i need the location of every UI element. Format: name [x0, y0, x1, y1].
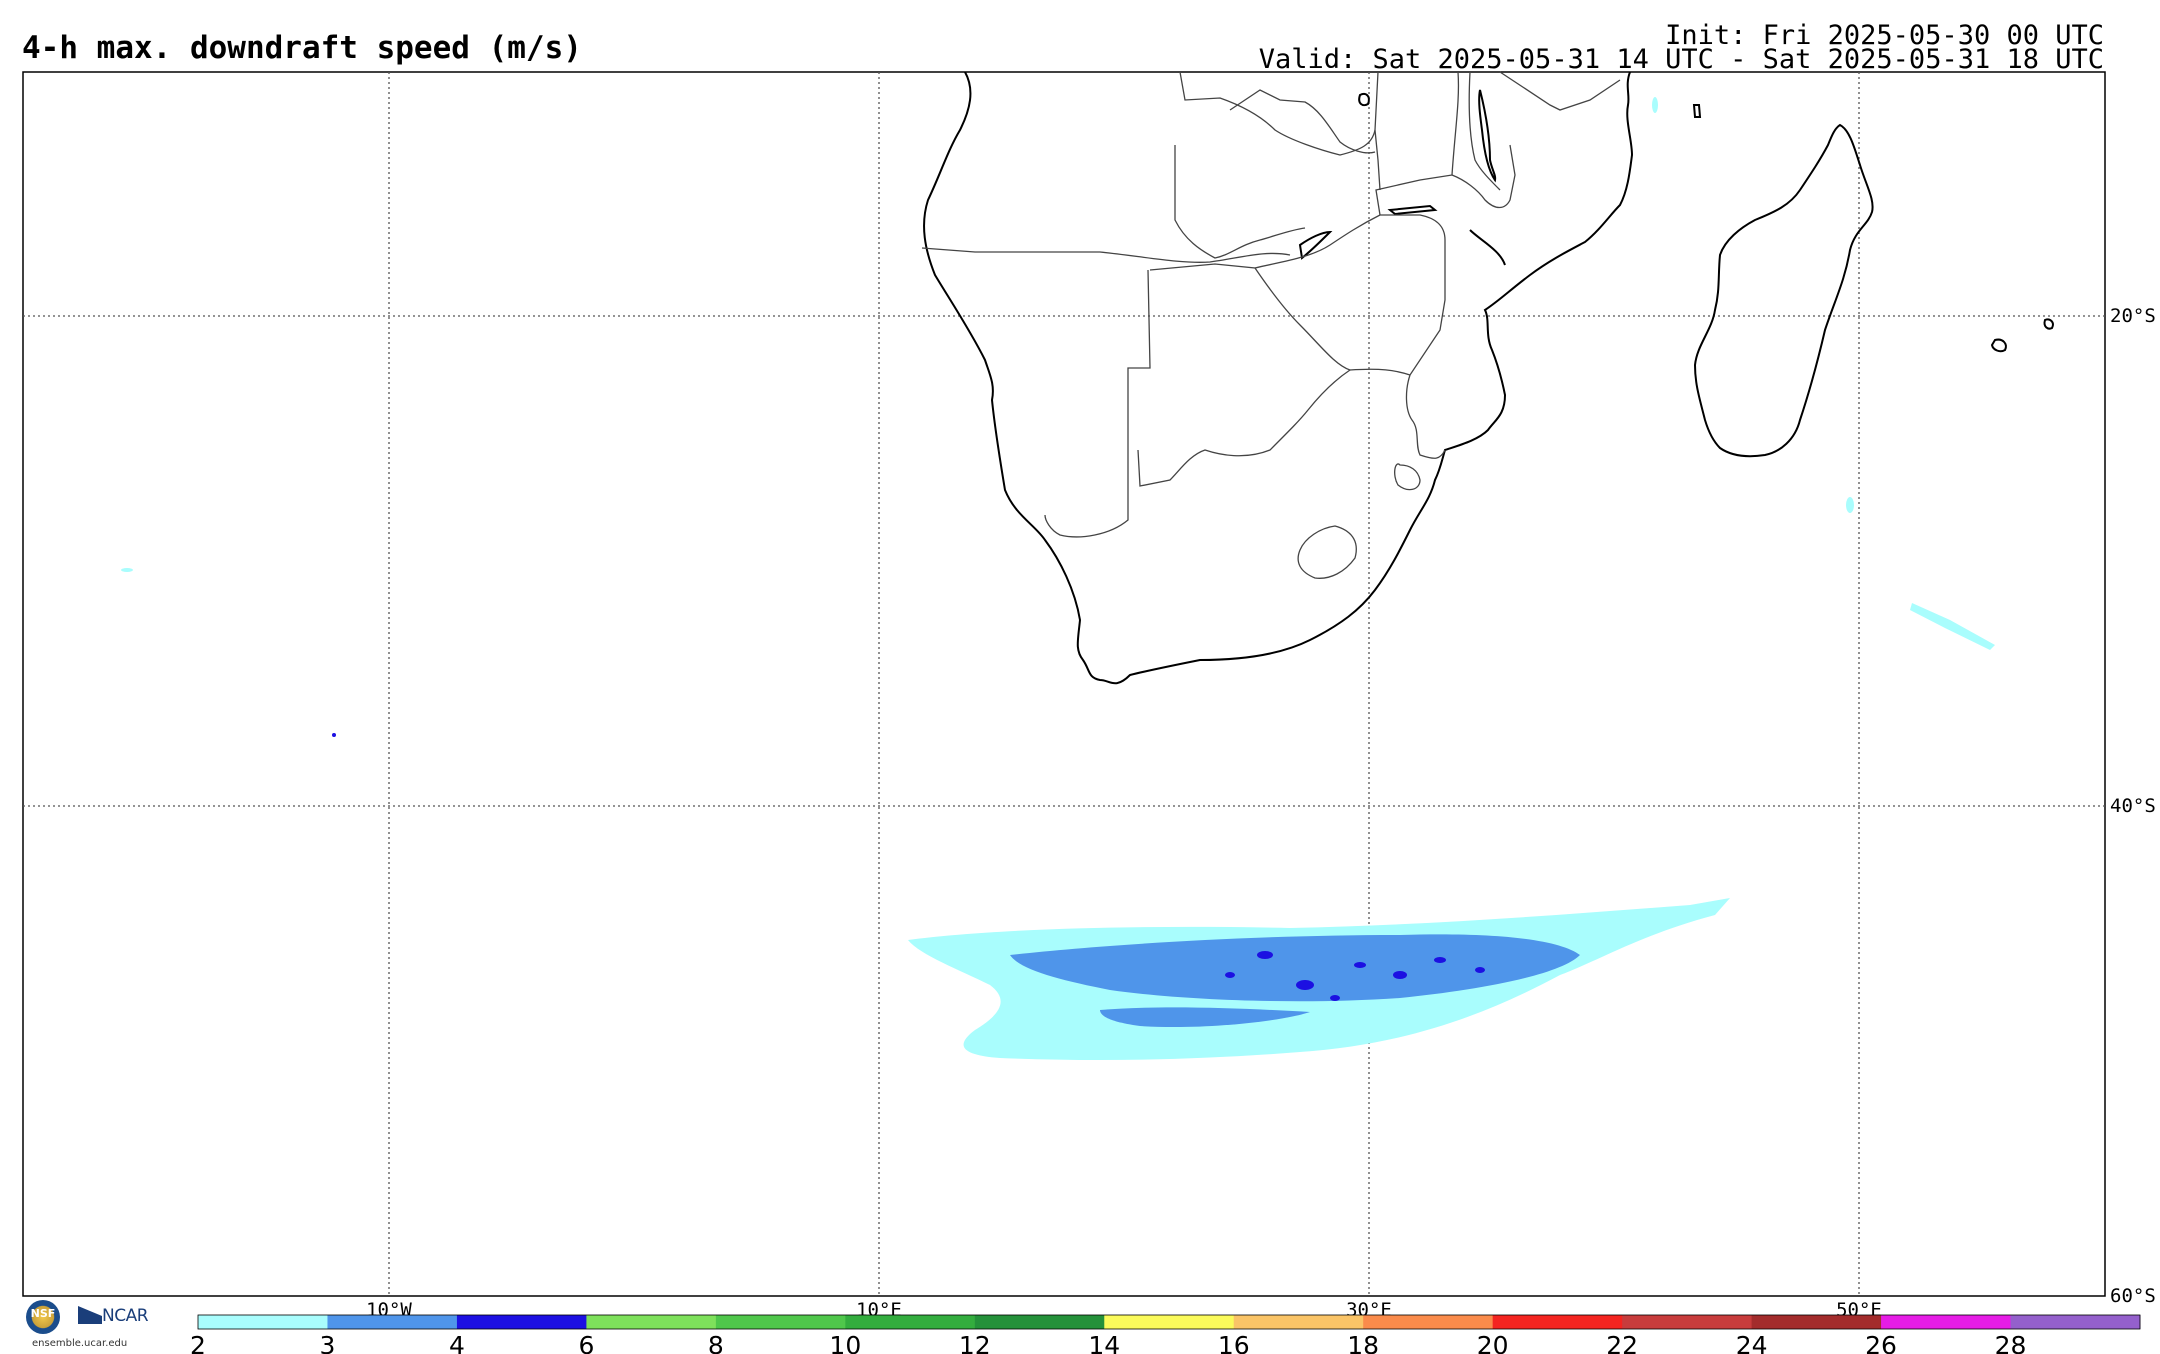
- lake-victoria-remnant: [1358, 93, 1370, 107]
- lake-cahora: [1387, 204, 1438, 216]
- reunion: [2043, 318, 2054, 330]
- graticule: [23, 72, 2105, 1296]
- lake-kariba: [1298, 230, 1333, 260]
- border-namibia-botswana: [1044, 269, 1151, 538]
- border-eswatini: [1394, 463, 1421, 491]
- colorbar-swatch: [586, 1315, 717, 1329]
- colorbar-swatch: [1622, 1315, 1753, 1329]
- border-south-africa: [1405, 374, 1446, 459]
- colorbar-tick-label: 22: [1606, 1331, 1638, 1354]
- coastlines: [923, 71, 2054, 685]
- shading-dot: [332, 733, 336, 737]
- mozambique-channel-coast: [1469, 229, 1506, 266]
- lat-label-40s: 40°S: [2110, 795, 2156, 817]
- colorbar-tick-label: 8: [708, 1331, 724, 1354]
- colorbar-swatch: [456, 1315, 587, 1329]
- colorbar-tick-label: 2: [190, 1331, 206, 1354]
- map-frame: [22, 71, 2106, 1297]
- mauritius: [1990, 338, 2007, 353]
- border-mozambique: [1375, 144, 1516, 216]
- colorbar-swatch: [1233, 1315, 1364, 1329]
- colorbar-tick-label: 18: [1347, 1331, 1379, 1354]
- colorbar-tick-label: 16: [1218, 1331, 1250, 1354]
- colorbar-tick-label: 28: [1995, 1331, 2027, 1354]
- colorbar-swatch: [1881, 1315, 2012, 1329]
- border-botswana-south: [1137, 263, 1352, 487]
- border-tanzania: [1374, 71, 1621, 191]
- colorbar-swatch: [1104, 1315, 1235, 1329]
- colorbar-tick-label: 3: [320, 1331, 336, 1354]
- colorbar-swatch: [1363, 1315, 1494, 1329]
- colorbar-tick-label: 6: [578, 1331, 594, 1354]
- comoros: [1692, 104, 1702, 118]
- colorbar: 2 3 4 6 8 10 12 14 16 18 20 22 24 26 28: [190, 1314, 2141, 1354]
- border-drc-angola: [1229, 89, 1376, 154]
- africa-coast: [923, 71, 1634, 685]
- map-title: 4-h max. downdraft speed (m/s): [22, 30, 582, 66]
- colorbar-swatch: [327, 1315, 458, 1329]
- nsf-logo: [26, 1300, 60, 1334]
- colorbar-swatch: [974, 1315, 1105, 1329]
- shading-3-4-south: [1100, 1007, 1310, 1028]
- border-zimbabwe: [1254, 214, 1446, 376]
- colorbar-tick-label: 26: [1865, 1331, 1897, 1354]
- colorbar-tick-label: 24: [1736, 1331, 1768, 1354]
- colorbar-outline: [197, 1314, 2141, 1330]
- ncar-mark-icon: [78, 1306, 102, 1324]
- site-url: ensemble.ucar.edu: [32, 1338, 128, 1349]
- shading-speckle: [121, 97, 1995, 650]
- shading-3-4: [1010, 934, 1580, 1002]
- madagascar: [1693, 123, 1874, 458]
- lat-label-20s: 20°S: [2110, 305, 2156, 327]
- colorbar-tick-label: 20: [1477, 1331, 1509, 1354]
- shading-4-6: [1225, 951, 1485, 1001]
- lat-label-60s: 60°S: [2110, 1285, 2156, 1307]
- border-malawi: [1468, 71, 1501, 191]
- colorbar-swatch: [715, 1315, 846, 1329]
- country-borders: [921, 71, 1621, 579]
- colorbar-tick-label: 10: [829, 1331, 861, 1354]
- lake-malawi: [1478, 89, 1497, 183]
- valid-time: Valid: Sat 2025-05-31 14 UTC - Sat 2025-…: [1258, 44, 2104, 75]
- border-lesotho: [1297, 525, 1357, 579]
- colorbar-tick-label: 14: [1088, 1331, 1120, 1354]
- logo-area: NSF NCAR ensemble.ucar.edu: [24, 1300, 164, 1352]
- nsf-logo-text: NSF: [30, 1307, 56, 1320]
- colorbar-swatch: [1751, 1315, 1882, 1329]
- colorbar-swatch: [198, 1315, 328, 1329]
- border-angola-namibia: [921, 247, 1291, 263]
- colorbar-tick-label: 12: [959, 1331, 991, 1354]
- colorbar-tick-label: 4: [449, 1331, 465, 1354]
- colorbar-swatch: [845, 1315, 976, 1329]
- colorbar-swatch: [1492, 1315, 1623, 1329]
- colorbar-swatch: [2010, 1315, 2141, 1329]
- lat-labels: 20°S 40°S 60°S: [2110, 305, 2156, 1307]
- border-zambia: [1174, 145, 1306, 259]
- init-time: Init: Fri 2025-05-30 00 UTC: [1665, 20, 2104, 51]
- downdraft-shading: [121, 97, 1995, 1060]
- ncar-logo-text: NCAR: [102, 1306, 149, 1326]
